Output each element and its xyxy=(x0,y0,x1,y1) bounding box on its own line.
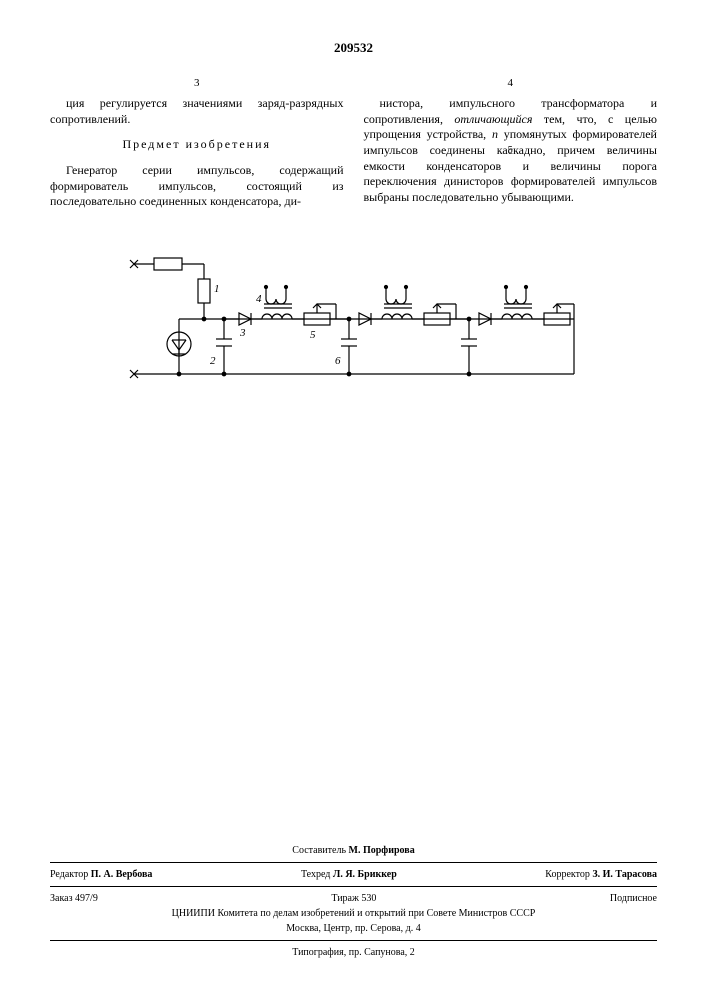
editor: Редактор П. А. Вербова xyxy=(50,869,152,880)
left-para-1: ция регулируется значениями заряд-разряд… xyxy=(50,96,344,127)
right-column: 4 5 нистора, импульсного трансформатора … xyxy=(364,76,658,214)
tech-editor: Техред Л. Я. Бриккер xyxy=(301,869,397,880)
page: 209532 3 ция регулируется значениями зар… xyxy=(0,0,707,1000)
section-title: Предмет изобретения xyxy=(50,137,344,153)
text-columns: 3 ция регулируется значениями заряд-разр… xyxy=(50,76,657,214)
label-5: 5 xyxy=(310,329,316,341)
compiler-name: М. Порфирова xyxy=(349,845,415,856)
credits-row: Редактор П. А. Вербова Техред Л. Я. Брик… xyxy=(50,867,657,882)
label-1: 1 xyxy=(214,283,220,295)
publisher: ЦНИИПИ Комитета по делам изобретений и о… xyxy=(50,906,657,921)
order: Заказ 497/9 xyxy=(50,893,98,904)
label-6: 6 xyxy=(335,355,341,367)
address: Москва, Центр, пр. Серова, д. 4 xyxy=(50,921,657,936)
print-row: Заказ 497/9 Тираж 530 Подписное xyxy=(50,891,657,906)
label-3: 3 xyxy=(239,327,246,339)
circuit-svg: 1 2 xyxy=(124,244,584,404)
circulation: Тираж 530 xyxy=(331,893,376,904)
line-number-5: 5 xyxy=(508,144,513,157)
circuit-figure: 1 2 xyxy=(50,244,657,404)
typography: Типография, пр. Сапунова, 2 xyxy=(50,945,657,960)
footer: Составитель М. Порфирова Редактор П. А. … xyxy=(50,843,657,960)
compiler-row: Составитель М. Порфирова xyxy=(50,843,657,858)
label-4: 4 xyxy=(256,293,262,305)
subscription: Подписное xyxy=(610,893,657,904)
compiler-label: Составитель xyxy=(292,845,346,856)
col-num-right: 4 xyxy=(364,76,658,90)
corrector: Корректор З. И. Тарасова xyxy=(545,869,657,880)
label-2: 2 xyxy=(210,355,216,367)
left-column: 3 ция регулируется значениями заряд-разр… xyxy=(50,76,344,214)
col-num-left: 3 xyxy=(50,76,344,90)
patent-number: 209532 xyxy=(50,40,657,56)
left-para-2: Генератор серии импульсов, содержащий фо… xyxy=(50,163,344,210)
